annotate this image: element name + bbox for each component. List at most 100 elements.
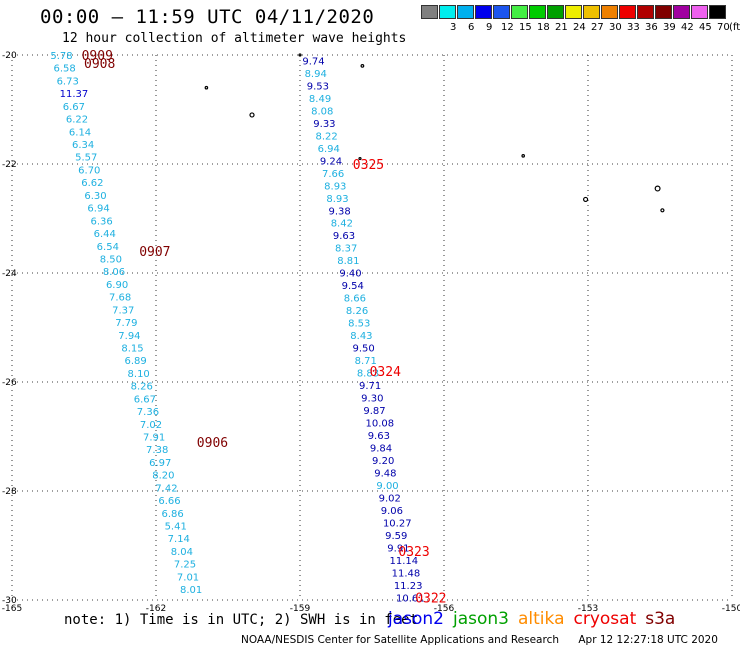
wave-height-value: 9.33 — [313, 119, 335, 130]
wave-height-value: 8.50 — [100, 254, 122, 265]
wave-height-value: 8.15 — [121, 343, 143, 354]
wave-height-value: 8.22 — [315, 131, 337, 142]
wave-height-value: 8.66 — [344, 294, 366, 305]
wave-height-value: 9.63 — [368, 431, 390, 442]
lat-tick-label: -26 — [2, 378, 17, 388]
legend-swatch — [709, 5, 726, 19]
legend-swatch — [619, 5, 636, 19]
legend-label: 9 — [486, 22, 493, 33]
wave-height-value: 9.02 — [379, 493, 401, 504]
island-marker — [360, 63, 365, 68]
legend-swatch — [547, 5, 564, 19]
satellite-label-jason3: jason3 — [453, 609, 509, 629]
wave-height-value: 9.40 — [339, 269, 361, 280]
wave-height-value: 8.53 — [348, 319, 370, 330]
wave-height-value: 6.90 — [106, 280, 128, 291]
lat-tick-label: -30 — [2, 596, 17, 606]
wave-height-value: 6.62 — [81, 178, 103, 189]
wave-height-value: 6.54 — [97, 242, 119, 253]
wave-height-value: 8.43 — [350, 331, 372, 342]
island-marker — [249, 112, 255, 118]
footer-credit: NOAA/NESDIS Center for Satellite Applica… — [241, 634, 734, 646]
pass-time-label: 0909 — [82, 49, 113, 64]
lon-tick-label: -153 — [578, 604, 598, 614]
legend-label: 24 — [573, 22, 586, 33]
pass-time-label: 0906 — [197, 436, 228, 451]
wave-height-value: 9.48 — [374, 468, 396, 479]
wave-height-value: 5.57 — [75, 153, 97, 164]
wave-height-value: 10.27 — [383, 518, 412, 529]
lat-tick-label: -28 — [2, 487, 17, 497]
wave-height-value: 9.06 — [381, 506, 403, 517]
wave-height-value: 6.86 — [161, 509, 183, 520]
wave-height-value: 6.58 — [53, 64, 75, 75]
wave-height-value: 6.34 — [72, 140, 94, 151]
legend-swatch — [673, 5, 690, 19]
wave-height-value: 7.01 — [177, 572, 199, 583]
island-markers — [204, 53, 665, 213]
legend-swatch — [421, 5, 438, 19]
legend-label: 33 — [627, 22, 640, 33]
wave-height-value: 5.41 — [165, 522, 187, 533]
footer-credit-text: NOAA/NESDIS Center for Satellite Applica… — [241, 634, 559, 646]
lon-tick-label: -156 — [434, 604, 455, 614]
legend-swatch — [475, 5, 492, 19]
wave-height-value: 6.36 — [91, 216, 113, 227]
wave-height-value: 6.94 — [87, 204, 109, 215]
island-marker — [582, 196, 589, 203]
wave-height-value: 9.87 — [363, 406, 385, 417]
pass-time-label: 0324 — [370, 365, 401, 380]
legend-swatch — [691, 5, 708, 19]
wave-height-value: 7.14 — [168, 534, 190, 545]
legend-swatch — [529, 5, 546, 19]
legend-unit: (ft) — [729, 22, 740, 33]
wave-height-value: 6.66 — [158, 496, 180, 507]
legend-label: 12 — [501, 22, 514, 33]
wave-height-value: 11.23 — [394, 581, 423, 592]
satellite-legend: jason2 jason3 altika cryosat s3a — [388, 609, 684, 629]
page-subtitle: 12 hour collection of altimeter wave hei… — [62, 31, 407, 46]
legend-label: 30 — [609, 22, 622, 33]
legend-label: 3 — [450, 22, 457, 33]
island-marker — [204, 85, 209, 90]
wave-height-value: 10.08 — [366, 418, 395, 429]
map-grid — [11, 54, 733, 601]
legend-label: 36 — [645, 22, 658, 33]
wave-height-value: 11.14 — [389, 556, 418, 567]
wave-height-value: 10.61 — [396, 593, 425, 604]
lon-tick-label: -165 — [2, 604, 22, 614]
island-marker — [358, 156, 362, 161]
wave-height-value: 7.02 — [140, 420, 162, 431]
wave-height-value: 9.71 — [359, 381, 381, 392]
wave-height-value: 8.42 — [331, 219, 353, 230]
lon-tick-label: -162 — [146, 604, 166, 614]
wave-height-value: 8.20 — [152, 471, 174, 482]
legend-swatch — [601, 5, 618, 19]
wave-height-value: 7.25 — [174, 560, 196, 571]
wave-height-value: 7.94 — [118, 331, 140, 342]
wave-height-value: 9.54 — [342, 281, 364, 292]
wave-height-value: 8.08 — [311, 106, 333, 117]
wave-height-value: 6.67 — [134, 394, 156, 405]
wave-height-value: 6.67 — [63, 102, 85, 113]
wave-height-value: 8.26 — [131, 382, 153, 393]
wave-height-value: 6.94 — [318, 144, 340, 155]
wave-height-value: 9.63 — [333, 231, 355, 242]
wave-height-value: 11.37 — [60, 89, 89, 100]
wave-height-value: 9.53 — [307, 81, 329, 92]
legend-label: 18 — [537, 22, 550, 33]
legend-swatch — [637, 5, 654, 19]
wave-height-value: 9.91 — [387, 543, 409, 554]
wave-height-value: 9.50 — [352, 344, 374, 355]
pass-time-label: 0323 — [398, 545, 429, 560]
wave-height-value: 7.91 — [143, 433, 165, 444]
wave-height-value: 8.37 — [335, 244, 357, 255]
wave-height-value: 7.79 — [115, 318, 137, 329]
legend-swatch — [439, 5, 456, 19]
pass-time-label: 0908 — [84, 57, 115, 72]
lat-tick-label: -20 — [2, 51, 17, 61]
legend-label: 15 — [519, 22, 532, 33]
footer-timestamp: Apr 12 12:27:18 UTC 2020 — [578, 634, 718, 646]
wave-height-value: 7.38 — [146, 445, 168, 456]
